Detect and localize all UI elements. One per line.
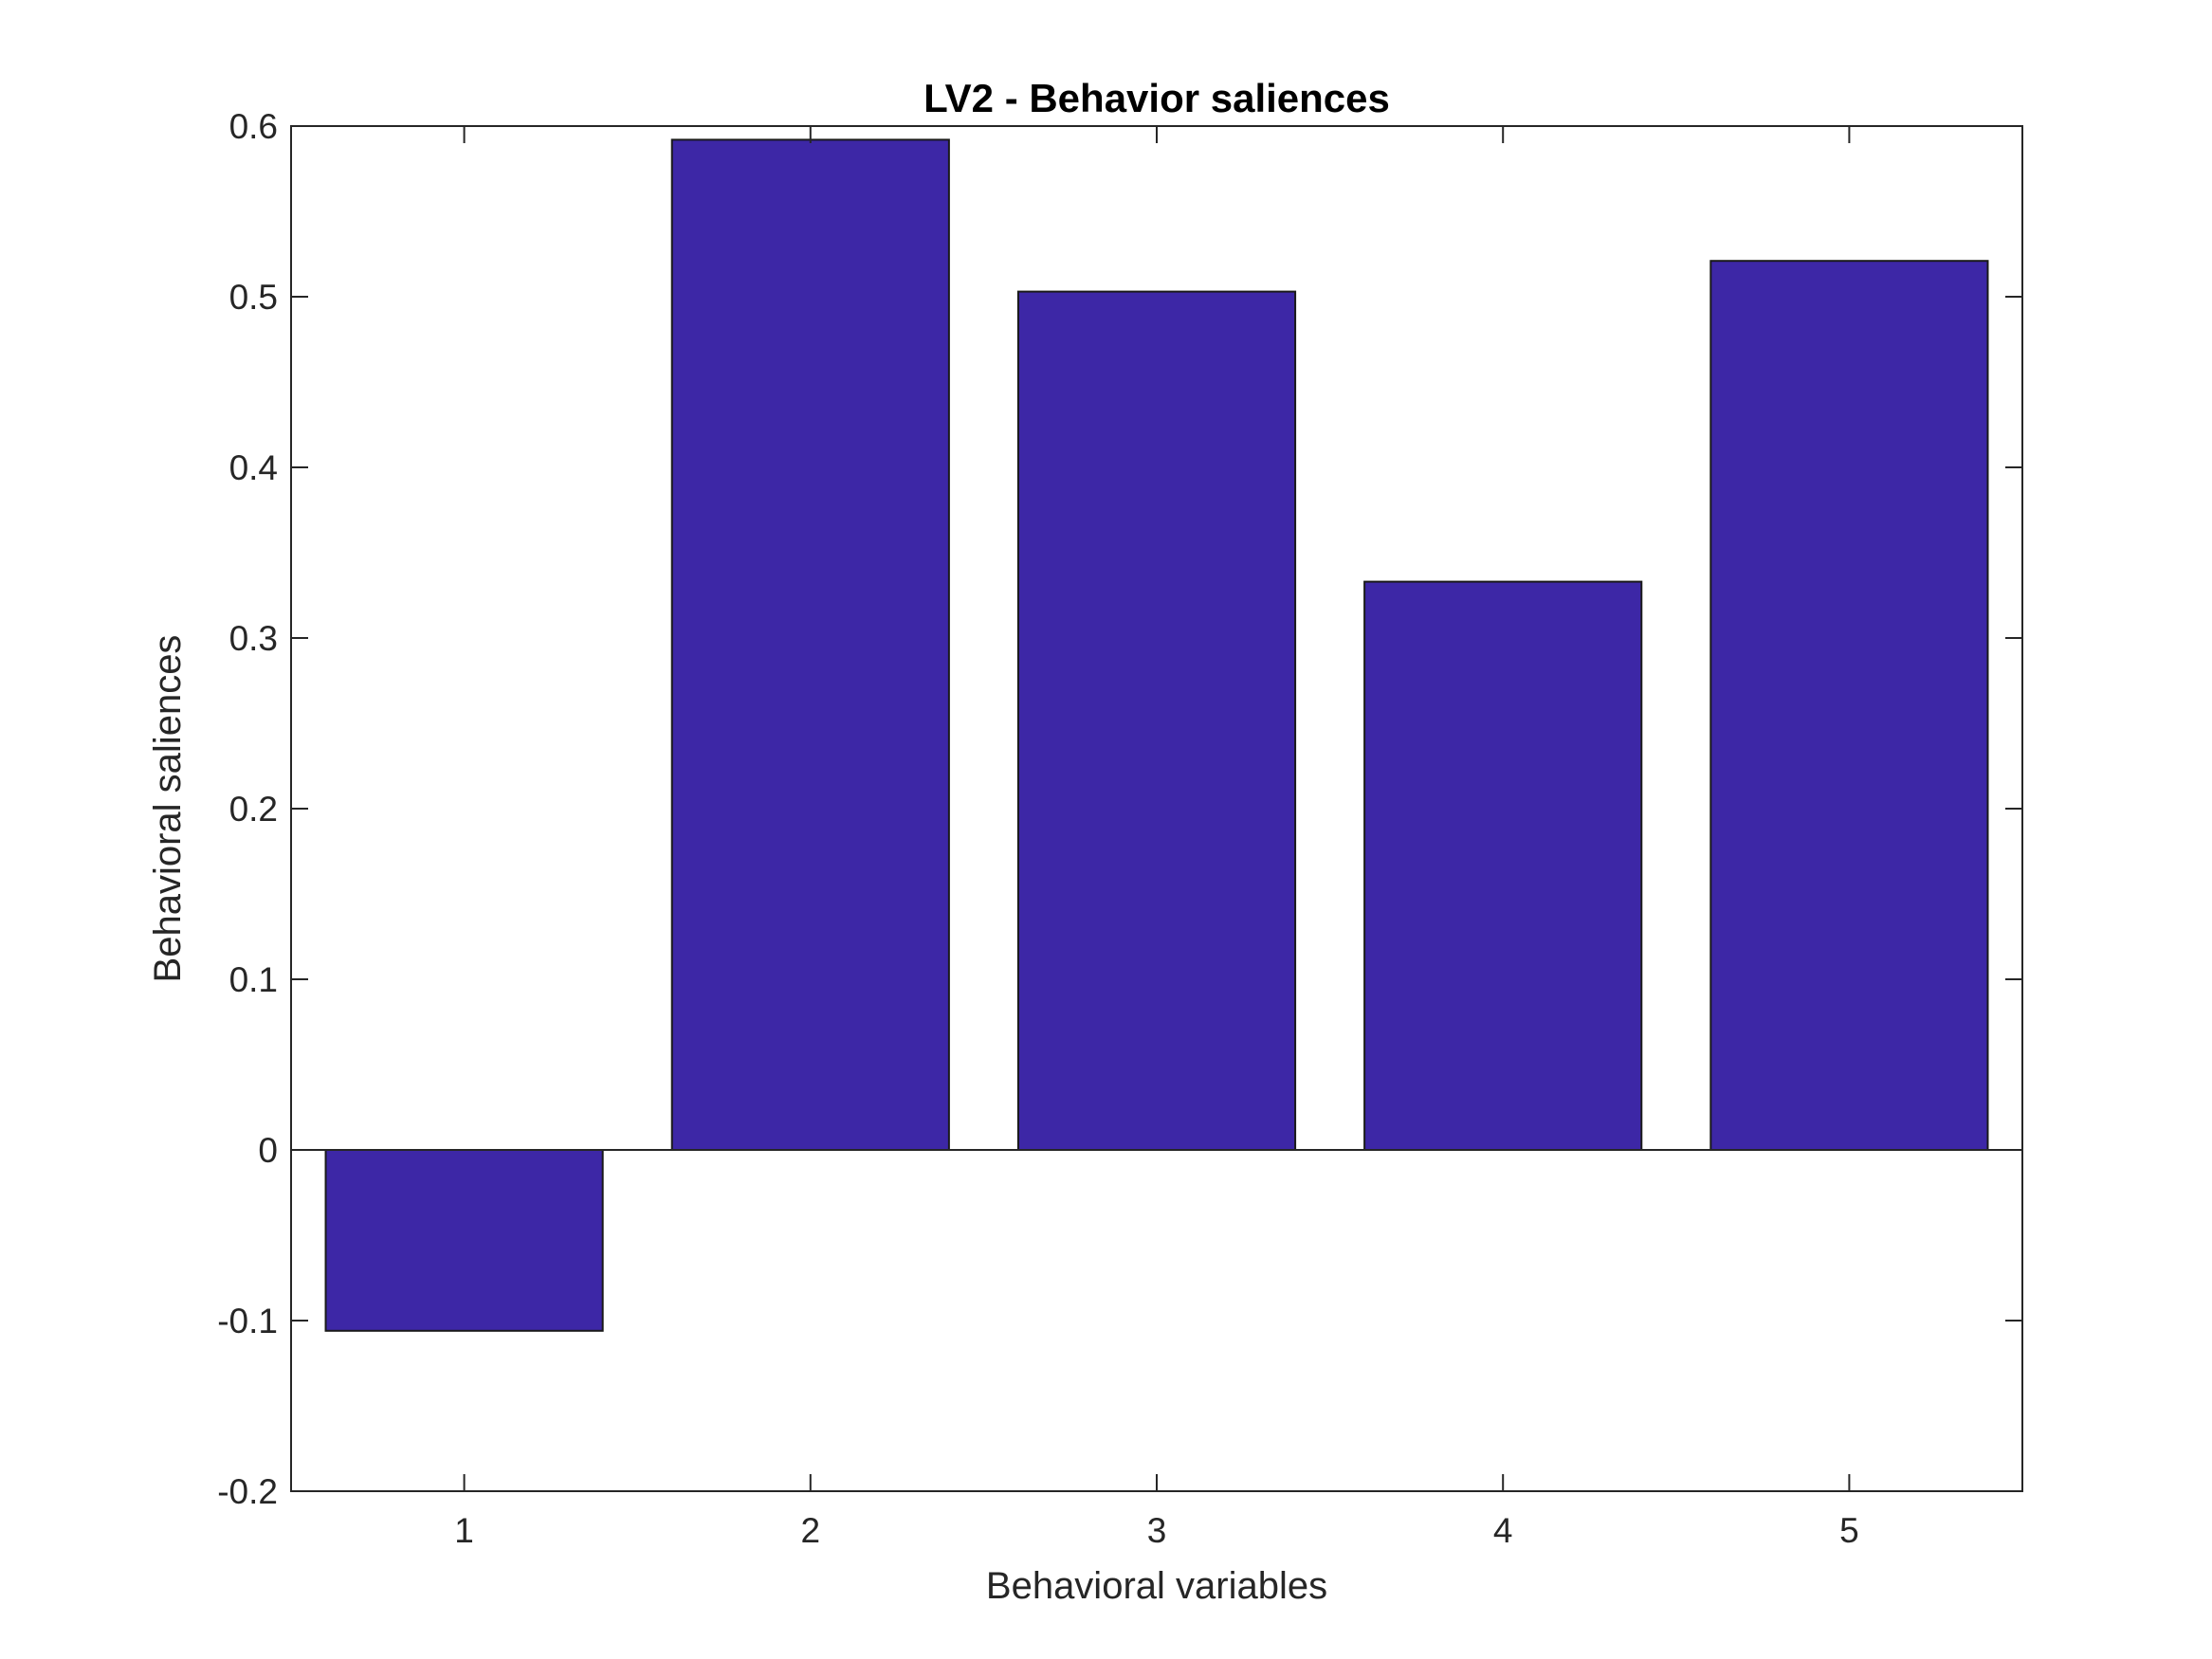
tick-labels: -0.2 -0.1 0 0.1 0.2 0.3 0.4 0.5 0.6 1 2 3 4 5 bbox=[217, 107, 1858, 1550]
x-tick-label: 1 bbox=[454, 1511, 474, 1550]
x-tick-label: 3 bbox=[1147, 1511, 1167, 1550]
y-tick-label: 0.1 bbox=[229, 960, 278, 999]
x-tick-label: 2 bbox=[801, 1511, 821, 1550]
plot-frame bbox=[290, 125, 2023, 1492]
y-tick-label: -0.1 bbox=[217, 1302, 278, 1340]
y-tick-label: 0 bbox=[258, 1131, 278, 1170]
bars bbox=[324, 138, 1989, 1332]
y-tick-label: 0.5 bbox=[229, 278, 278, 317]
y-tick-label: 0.3 bbox=[229, 619, 278, 658]
bar-3 bbox=[1016, 290, 1297, 1152]
x-tick-label: 5 bbox=[1839, 1511, 1859, 1550]
y-tick-label: 0.6 bbox=[229, 107, 278, 146]
bar-2 bbox=[670, 138, 950, 1151]
x-axis-label: Behavioral variables bbox=[986, 1565, 1327, 1607]
x-tick-label: 4 bbox=[1493, 1511, 1513, 1550]
y-axis-label: Behavioral saliences bbox=[147, 635, 189, 983]
bar-5 bbox=[1709, 260, 1989, 1151]
chart-title: LV2 - Behavior saliences bbox=[923, 76, 1390, 120]
y-tick-label: -0.2 bbox=[217, 1472, 278, 1511]
bar-1 bbox=[324, 1149, 604, 1332]
y-tick-label: 0.4 bbox=[229, 448, 278, 487]
bar-4 bbox=[1363, 580, 1643, 1151]
y-tick-label: 0.2 bbox=[229, 790, 278, 829]
